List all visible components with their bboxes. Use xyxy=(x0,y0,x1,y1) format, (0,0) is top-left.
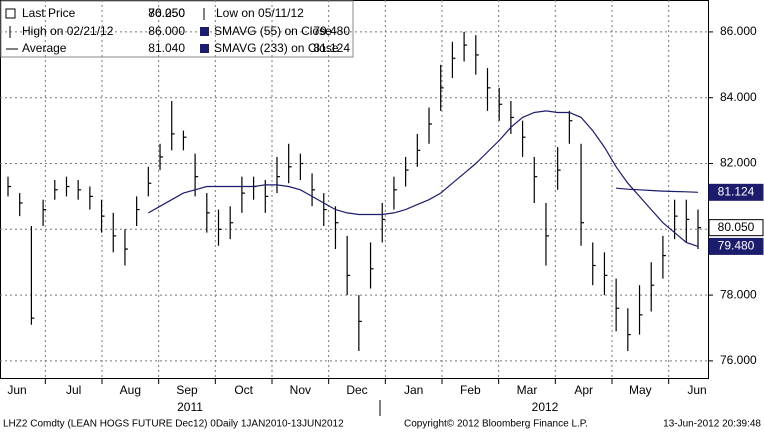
footer-timestamp: 13-Jun-2012 20:39:48 xyxy=(663,419,761,430)
legend-name: SMAVG (233) on Close xyxy=(214,41,339,55)
y-tick-label: 84.000 xyxy=(720,90,757,104)
year-label: 2012 xyxy=(532,400,559,414)
last-value-box xyxy=(708,183,764,201)
x-tick-label: Apr xyxy=(574,383,593,397)
y-tick-label: 82.000 xyxy=(720,156,757,170)
legend-value: 79.480 xyxy=(313,24,350,38)
last-value-box xyxy=(708,237,764,255)
sma-line xyxy=(616,187,699,193)
legend-name: Low on 05/11/12 xyxy=(216,6,304,20)
x-tick-label: Dec xyxy=(346,383,367,397)
x-tick-label: Feb xyxy=(460,383,481,397)
x-tick-label: Jul xyxy=(66,383,81,397)
x-tick-label: Jan xyxy=(404,383,423,397)
legend-swatch xyxy=(5,8,16,19)
legend-name: SMAVG (55) on Close xyxy=(214,24,332,38)
legend-name: Average xyxy=(22,41,67,55)
x-tick-label: Sep xyxy=(176,383,198,397)
legend-swatch xyxy=(200,44,209,53)
x-tick-label: Oct xyxy=(234,383,253,397)
legend-name: High on 02/21/12 xyxy=(22,24,114,38)
y-tick-label: 76.000 xyxy=(720,353,757,367)
x-tick-label: May xyxy=(629,383,652,397)
footer-ticker: LHZ2 Comdty (LEAN HOGS FUTURE Dec12) 0Da… xyxy=(3,419,344,430)
sma-line xyxy=(148,110,699,247)
legend-name: Last Price xyxy=(22,6,76,20)
last-value-label: 80.050 xyxy=(718,220,755,234)
legend-value: 81.040 xyxy=(148,41,185,55)
legend-swatch xyxy=(200,27,209,36)
legend-value: 80.050 xyxy=(148,6,185,20)
year-label: 2011 xyxy=(177,400,203,414)
last-value-label: 79.480 xyxy=(718,239,755,253)
x-tick-label: Mar xyxy=(517,383,538,397)
x-tick-label: Jun xyxy=(687,383,706,397)
y-tick-label: 86.000 xyxy=(720,24,757,38)
last-value-label: 81.124 xyxy=(718,184,755,198)
x-tick-label: Nov xyxy=(290,383,311,397)
legend-value: 86.000 xyxy=(148,24,185,38)
legend-value: 76.250 xyxy=(148,6,185,20)
last-value-box xyxy=(708,219,764,237)
x-tick-label: Aug xyxy=(120,383,141,397)
y-tick-label: 78.000 xyxy=(720,287,757,301)
x-tick-label: Jun xyxy=(7,383,26,397)
legend-box xyxy=(0,0,354,58)
footer-copyright: Copyright© 2012 Bloomberg Finance L.P. xyxy=(404,419,588,430)
legend-value: 81.124 xyxy=(313,41,350,55)
